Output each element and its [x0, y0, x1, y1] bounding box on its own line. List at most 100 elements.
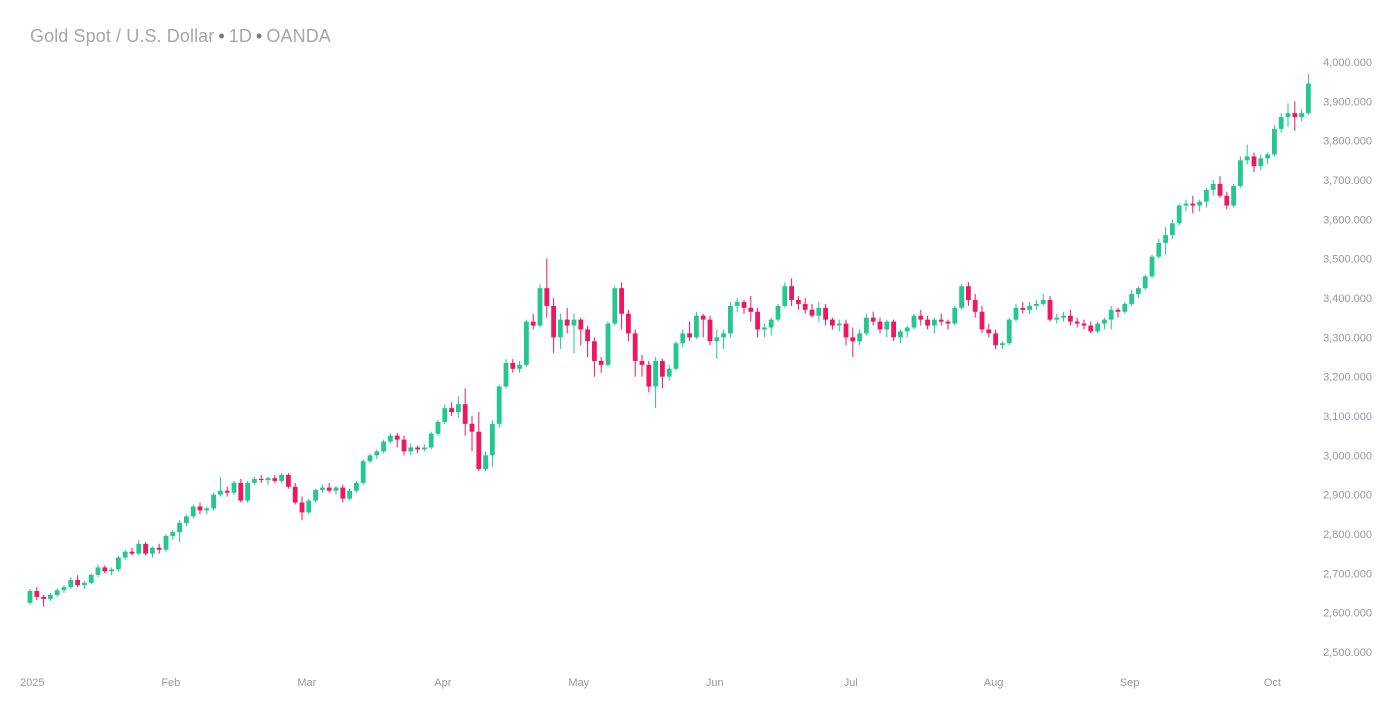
candle[interactable] — [755, 307, 760, 338]
candle[interactable] — [639, 355, 645, 377]
candle[interactable] — [1122, 301, 1128, 314]
candle[interactable] — [102, 565, 108, 574]
candle[interactable] — [388, 433, 393, 444]
candle[interactable] — [612, 286, 618, 326]
candle[interactable] — [891, 319, 896, 342]
candle[interactable] — [333, 486, 339, 495]
candle[interactable] — [884, 319, 890, 338]
candle[interactable] — [530, 313, 536, 330]
candle[interactable] — [558, 313, 563, 350]
candle[interactable] — [1142, 274, 1148, 291]
candle[interactable] — [286, 473, 291, 489]
candle[interactable] — [1244, 144, 1250, 165]
candle[interactable] — [945, 319, 951, 330]
candle[interactable] — [578, 317, 584, 346]
candle[interactable] — [993, 329, 998, 350]
candle[interactable] — [1258, 154, 1264, 171]
candle[interactable] — [177, 520, 182, 542]
candle[interactable] — [156, 543, 162, 554]
candle[interactable] — [1081, 319, 1087, 330]
candle[interactable] — [571, 313, 577, 354]
candle[interactable] — [1047, 296, 1053, 322]
candle[interactable] — [503, 358, 509, 389]
candle[interactable] — [82, 581, 87, 590]
candle[interactable] — [218, 476, 223, 497]
candle[interactable] — [1108, 305, 1114, 330]
candle[interactable] — [252, 476, 257, 485]
candle[interactable] — [258, 475, 264, 483]
candle[interactable] — [408, 443, 414, 456]
candle[interactable] — [1278, 113, 1284, 133]
candle[interactable] — [68, 577, 74, 590]
candle[interactable] — [911, 313, 917, 330]
candle[interactable] — [476, 412, 482, 472]
candle[interactable] — [1231, 183, 1236, 208]
candle[interactable] — [211, 492, 216, 511]
candle[interactable] — [830, 317, 835, 330]
candle[interactable] — [1149, 254, 1155, 279]
candle[interactable] — [864, 313, 869, 336]
candle[interactable] — [1238, 156, 1243, 188]
candle[interactable] — [741, 299, 747, 314]
candle[interactable] — [564, 307, 570, 334]
candle[interactable] — [483, 451, 488, 472]
candle[interactable] — [898, 329, 903, 344]
candle[interactable] — [428, 431, 434, 450]
candle[interactable] — [1102, 317, 1107, 330]
candle[interactable] — [721, 329, 726, 350]
candle[interactable] — [932, 317, 937, 334]
candle[interactable] — [551, 298, 556, 354]
time-axis[interactable]: 2025 Feb Mar Apr May Jun Jul Aug Sep Oct — [20, 677, 1281, 689]
candle[interactable] — [204, 506, 210, 515]
candle[interactable] — [435, 419, 441, 436]
candle[interactable] — [809, 303, 815, 318]
candle[interactable] — [524, 319, 529, 367]
candle[interactable] — [1095, 321, 1100, 334]
candle[interactable] — [986, 323, 992, 338]
candle[interactable] — [313, 488, 318, 503]
candle[interactable] — [109, 567, 114, 576]
candle[interactable] — [401, 435, 407, 456]
candle[interactable] — [245, 480, 250, 503]
candle[interactable] — [598, 357, 604, 373]
candle[interactable] — [1074, 317, 1080, 328]
candle[interactable] — [789, 278, 794, 306]
candle[interactable] — [1197, 199, 1202, 212]
candle[interactable] — [496, 384, 502, 428]
candle[interactable] — [1115, 307, 1121, 318]
candle[interactable] — [666, 364, 672, 381]
candle[interactable] — [41, 594, 46, 607]
candle[interactable] — [360, 459, 366, 485]
candle[interactable] — [660, 358, 665, 389]
candle[interactable] — [1006, 317, 1012, 346]
candle[interactable] — [374, 449, 380, 460]
candle[interactable] — [537, 284, 543, 328]
candle[interactable] — [1217, 176, 1223, 198]
candle[interactable] — [836, 319, 842, 332]
candle[interactable] — [707, 315, 713, 346]
candle[interactable] — [1027, 301, 1032, 314]
candle[interactable] — [456, 396, 461, 418]
candle[interactable] — [469, 416, 475, 452]
candle[interactable] — [694, 311, 699, 340]
candle[interactable] — [823, 303, 828, 326]
candle[interactable] — [1034, 299, 1039, 310]
candle[interactable] — [197, 502, 203, 515]
candle[interactable] — [394, 432, 400, 448]
candle[interactable] — [857, 329, 862, 346]
candle[interactable] — [184, 514, 189, 527]
candle[interactable] — [75, 575, 80, 588]
candle[interactable] — [762, 323, 767, 338]
candle[interactable] — [1013, 303, 1019, 322]
candle[interactable] — [490, 419, 495, 468]
candle[interactable] — [1068, 309, 1073, 326]
candle[interactable] — [1292, 101, 1298, 131]
candle[interactable] — [347, 488, 352, 501]
candle[interactable] — [320, 484, 325, 493]
candle[interactable] — [279, 473, 284, 483]
candle[interactable] — [687, 321, 692, 342]
candle[interactable] — [190, 504, 196, 519]
candle[interactable] — [925, 315, 930, 330]
candle[interactable] — [510, 358, 516, 373]
